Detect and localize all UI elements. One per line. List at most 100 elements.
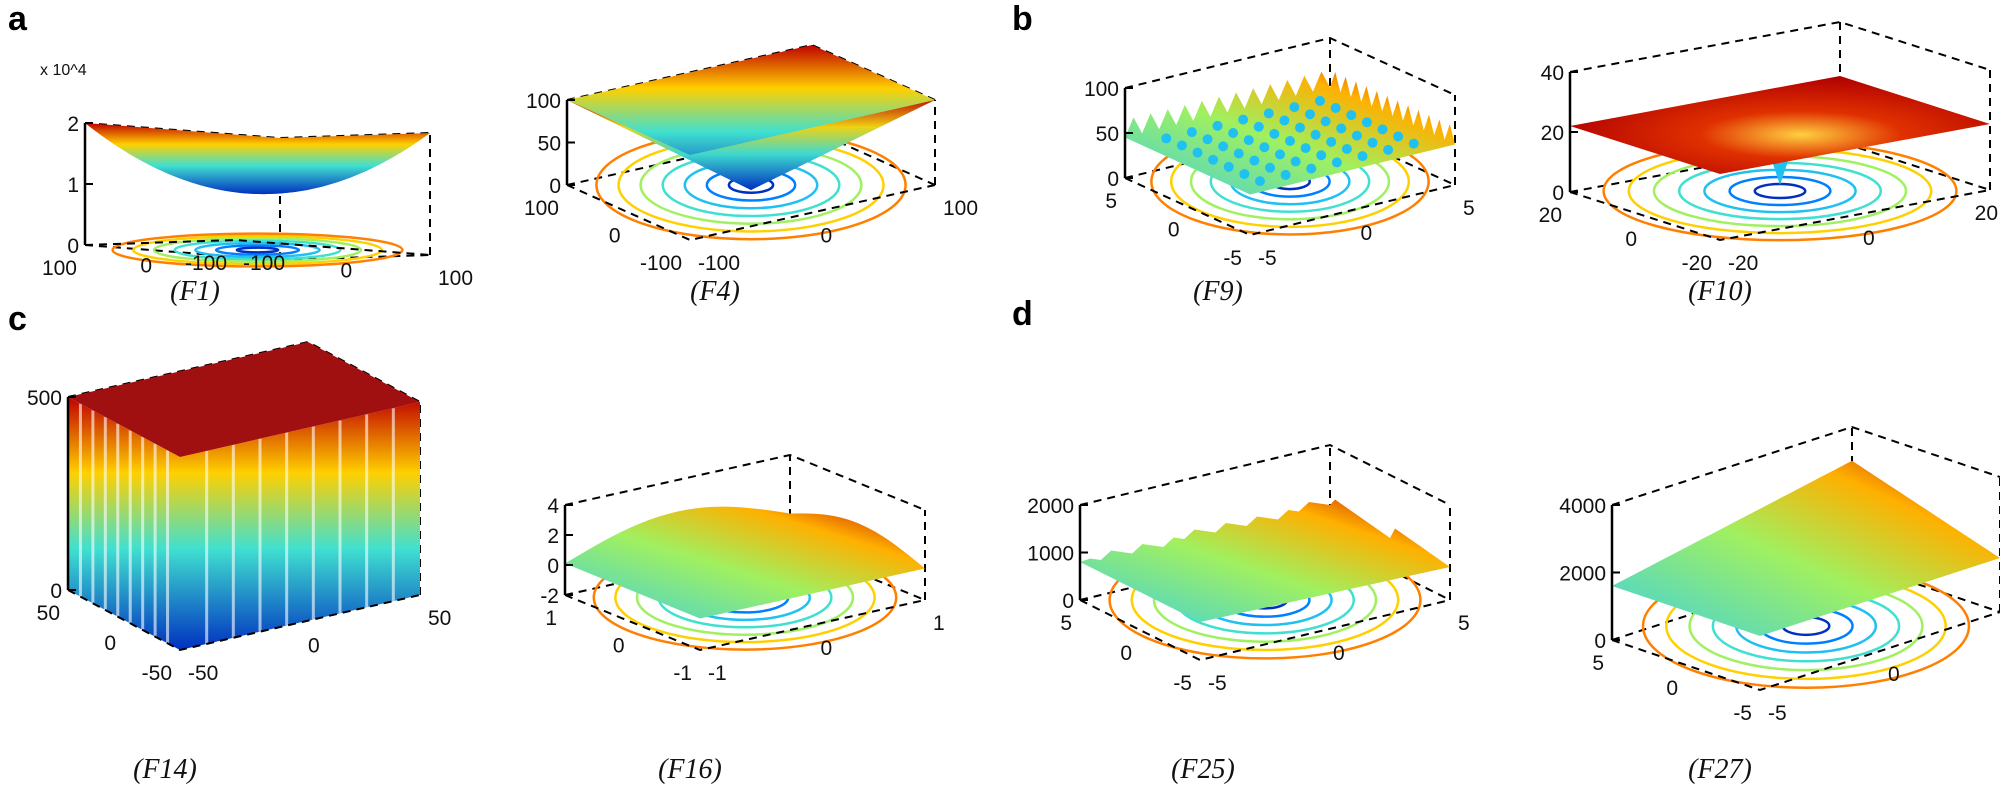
panel-label-a: a (8, 0, 28, 38)
panel-label-b: b (1012, 0, 1033, 38)
x-tick-label: 0 (1361, 222, 1373, 245)
z-multiplier-label: x 10^4 (40, 62, 87, 79)
surface-valley (1161, 133, 1172, 144)
surface-mesh (1125, 71, 1455, 195)
surface-valley (1285, 136, 1295, 146)
y-tick-label: 50 (37, 602, 60, 625)
surface-mesh (565, 506, 925, 619)
contour-line (235, 246, 280, 254)
z-tick-label: 0 (1552, 182, 1564, 205)
surface-valley (1238, 114, 1249, 125)
box-top-edge (1611, 425, 2000, 506)
z-tick-label: -2 (540, 585, 559, 608)
y-tick-label: -100 (185, 252, 227, 275)
contour-line (194, 241, 321, 259)
surface-valley (1218, 141, 1229, 152)
y-tick-label: 100 (42, 257, 77, 280)
y-tick-label: -5 (1223, 247, 1242, 270)
y-tick-label: -5 (1173, 672, 1192, 695)
surface-valley (1249, 155, 1260, 166)
x-tick-label: -5 (1768, 702, 1787, 725)
surface-valley (1316, 150, 1327, 161)
z-tick-label: 0 (50, 580, 62, 603)
y-tick-label: 20 (1539, 204, 1562, 227)
surface-valley (1315, 95, 1325, 106)
surface-valley (1192, 147, 1203, 158)
surface-mesh (1570, 76, 1990, 174)
contour-line (132, 234, 383, 266)
contour-line (214, 244, 301, 256)
surface-valley (1310, 129, 1321, 140)
surface-valley (1186, 127, 1197, 138)
box-top-edge (1569, 20, 1991, 73)
y-tick-label: 5 (1592, 652, 1604, 675)
x-tick-label: 0 (308, 635, 320, 658)
contour-line (173, 239, 342, 261)
surface-valley (1223, 161, 1234, 172)
box-floor-front-edge (1611, 611, 2000, 692)
x-tick-label: 0 (1333, 642, 1345, 665)
plot-caption: (F9) (1193, 276, 1243, 307)
panel-label-c: c (8, 300, 27, 338)
x-tick-label: -1 (708, 662, 727, 685)
z-tick-label: 0 (1594, 630, 1606, 653)
surface-valley (1306, 163, 1317, 174)
x-tick-label: 0 (821, 637, 833, 660)
y-tick-label: 5 (1105, 190, 1117, 213)
z-tick-label: 0 (1107, 168, 1119, 191)
surface-valley (1279, 115, 1290, 126)
y-tick-label: 0 (1625, 228, 1637, 251)
x-tick-label: -5 (1258, 247, 1277, 270)
box-floor-front-edge (67, 589, 421, 652)
plot-caption: (F1) (170, 276, 220, 307)
y-tick-label: 0 (609, 225, 621, 248)
box-floor-front-edge (564, 594, 926, 652)
box-floor-front-edge (1079, 599, 1451, 662)
x-tick-label: -50 (188, 662, 218, 685)
box-floor-back-edge (566, 128, 936, 186)
surface-valley (1259, 142, 1270, 153)
surface-valley (1275, 149, 1285, 160)
y-tick-label: -1 (673, 662, 692, 685)
box-top-edge (564, 453, 926, 511)
surface-valley (1341, 144, 1352, 154)
surface-valley (1243, 135, 1254, 146)
x-tick-label: 5 (1458, 612, 1470, 635)
y-tick-label: 1 (545, 607, 557, 630)
box-top-edge (1079, 443, 1451, 506)
surface-valley (1239, 169, 1250, 179)
z-tick-label: 0 (1062, 590, 1074, 613)
surface-valley (1361, 117, 1372, 128)
x-tick-label: 100 (438, 267, 473, 290)
surface-valley (1255, 176, 1265, 187)
surface-valley (1300, 143, 1311, 154)
surface-valley (1326, 136, 1337, 147)
box-floor-front-edge (84, 238, 431, 256)
box-top-edge (566, 43, 936, 101)
surface-valley (1269, 128, 1280, 139)
z-tick-label: 20 (1541, 122, 1564, 145)
surface-valley (1305, 109, 1315, 120)
x-tick-label: 0 (1888, 663, 1900, 686)
surface-valley (1408, 138, 1419, 149)
surface-valley (1253, 121, 1264, 132)
y-tick-label: -100 (640, 252, 682, 275)
z-tick-label: 0 (547, 555, 559, 578)
y-tick-label: 100 (524, 197, 559, 220)
surface-valley (1228, 128, 1239, 138)
z-tick-label: 2 (547, 525, 559, 548)
surface-mesh (567, 45, 935, 190)
plot-caption: (F4) (690, 276, 740, 307)
x-tick-label: 0 (1863, 227, 1875, 250)
box-floor-front-edge (566, 184, 936, 242)
y-tick-label: 0 (104, 632, 116, 655)
z-tick-label: 2000 (1559, 563, 1606, 586)
x-tick-label: 0 (341, 260, 353, 283)
z-tick-label: 100 (1084, 78, 1119, 101)
z-tick-label: 1000 (1027, 543, 1074, 566)
surface-front (567, 100, 935, 190)
